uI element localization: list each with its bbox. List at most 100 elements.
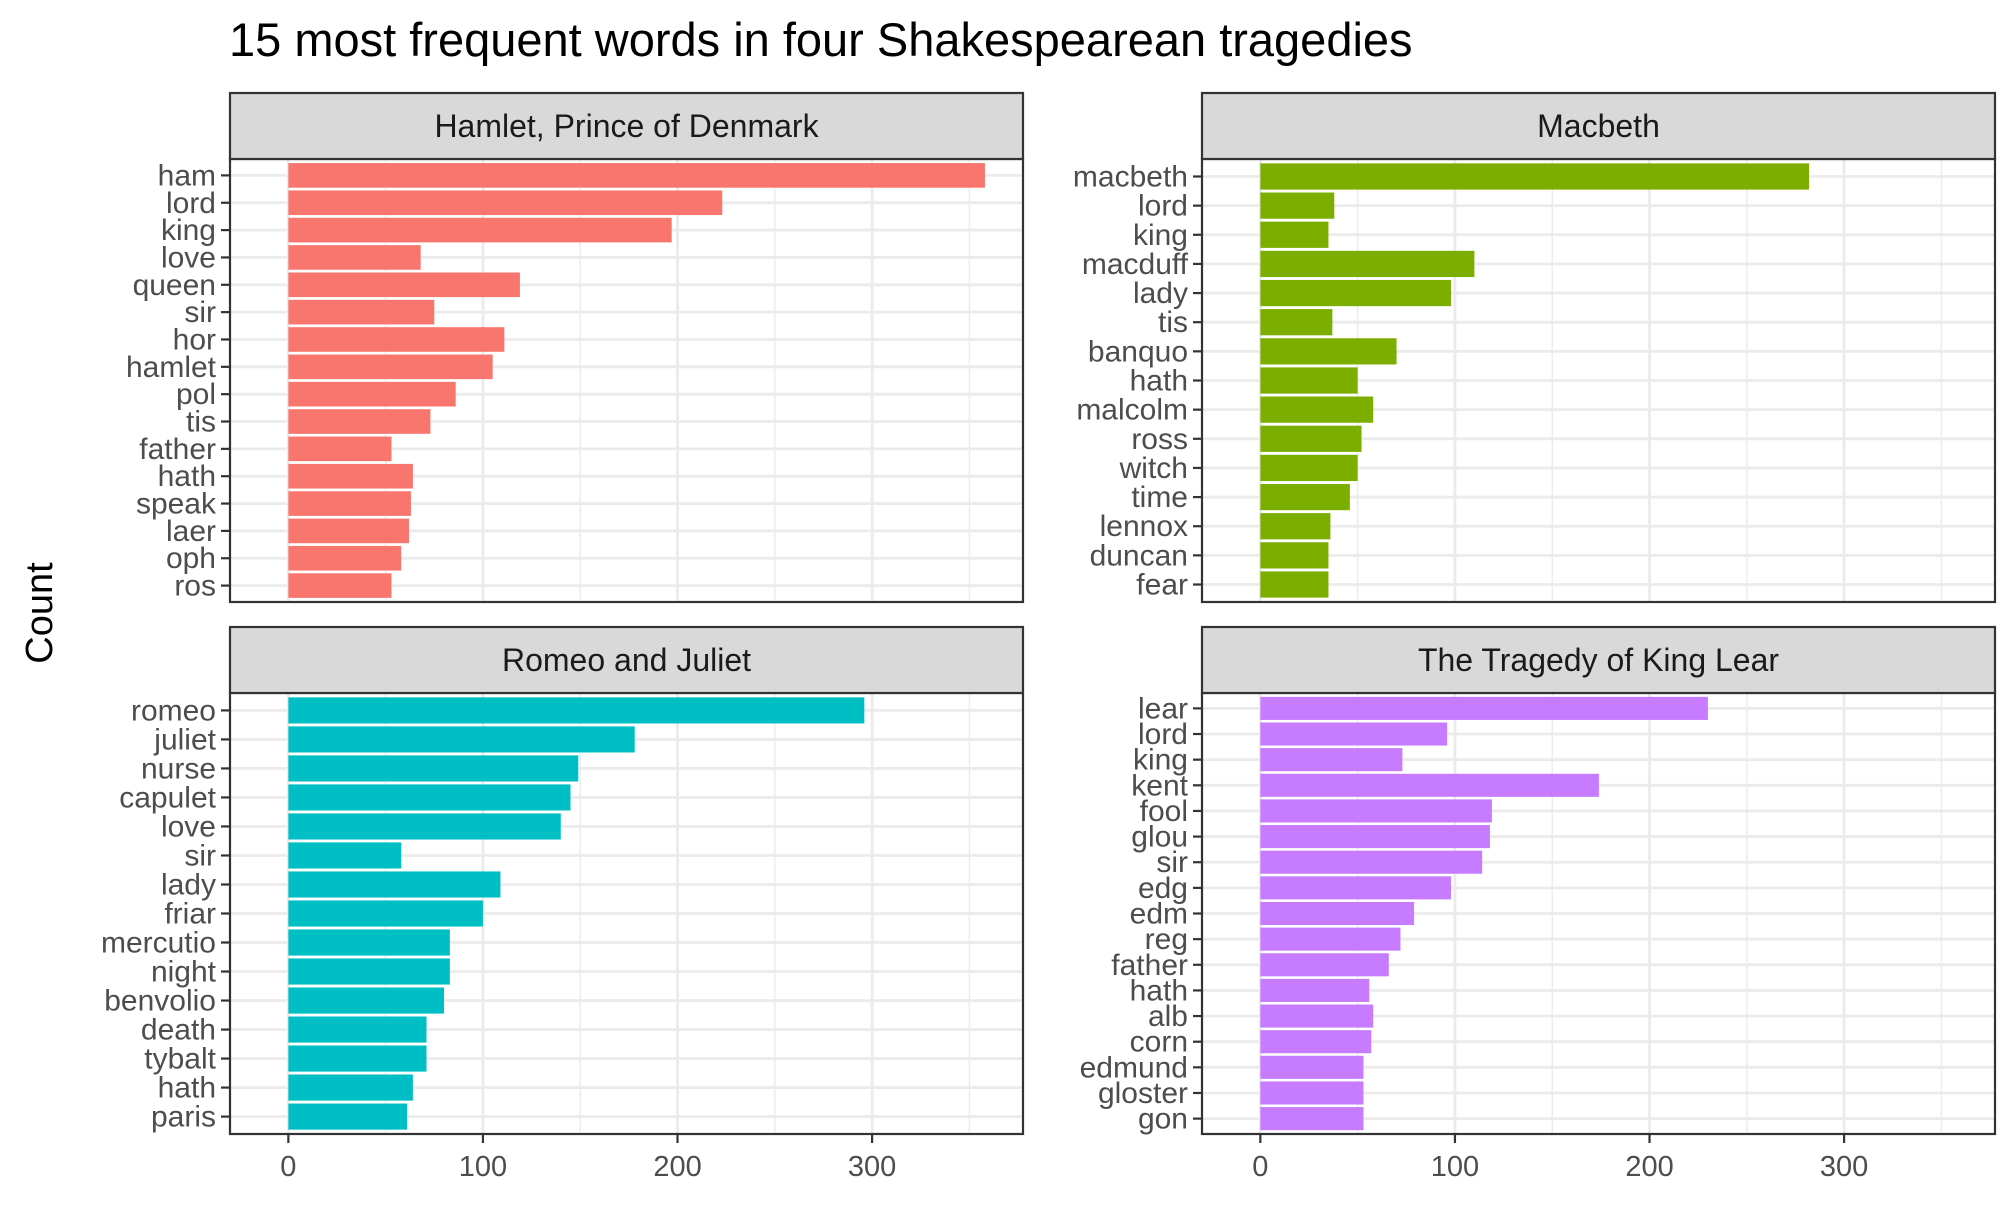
bar-macbeth-malcolm: [1260, 396, 1374, 423]
y-tick-label-romeo-and-juliet-tybalt: tybalt: [144, 1043, 216, 1076]
y-tick-label-romeo-and-juliet-juliet: juliet: [153, 723, 216, 756]
bar-the-tragedy-of-king-lear-lord: [1260, 722, 1448, 746]
bar-the-tragedy-of-king-lear-reg: [1260, 927, 1401, 951]
y-tick-label-the-tragedy-of-king-lear-fool: fool: [1140, 795, 1188, 828]
bar-hamlet-prince-of-denmark-oph: [288, 545, 402, 571]
bar-the-tragedy-of-king-lear-gon: [1260, 1107, 1364, 1131]
bar-macbeth-king: [1260, 221, 1329, 248]
y-tick-label-macbeth-time: time: [1131, 481, 1188, 514]
bar-macbeth-time: [1260, 483, 1350, 511]
bar-romeo-and-juliet-tybalt: [288, 1045, 427, 1072]
bar-the-tragedy-of-king-lear-hath: [1260, 978, 1370, 1002]
y-tick-label-hamlet-prince-of-denmark-father: father: [139, 433, 216, 466]
y-tick-label-romeo-and-juliet-mercutio: mercutio: [101, 927, 216, 960]
x-tick-label-romeo-and-juliet-0: 0: [280, 1151, 296, 1183]
y-tick-label-hamlet-prince-of-denmark-pol: pol: [176, 378, 216, 411]
bar-the-tragedy-of-king-lear-father: [1260, 953, 1389, 977]
y-tick-label-the-tragedy-of-king-lear-lear: lear: [1138, 692, 1188, 725]
bar-macbeth-lennox: [1260, 513, 1331, 540]
x-tick-label-the-tragedy-of-king-lear-0: 0: [1252, 1151, 1268, 1183]
bar-hamlet-prince-of-denmark-father: [288, 436, 392, 462]
bar-hamlet-prince-of-denmark-speak: [288, 491, 411, 516]
facet-strip-romeo-and-juliet: [228, 625, 1025, 695]
y-tick-label-hamlet-prince-of-denmark-oph: oph: [166, 542, 216, 575]
bar-romeo-and-juliet-romeo: [288, 697, 865, 724]
y-tick-label-romeo-and-juliet-paris: paris: [151, 1101, 216, 1134]
bar-macbeth-fear: [1260, 571, 1329, 598]
bar-hamlet-prince-of-denmark-hamlet: [288, 354, 493, 380]
bar-romeo-and-juliet-paris: [288, 1103, 408, 1130]
facet-strip-hamlet-prince-of-denmark: [228, 91, 1025, 161]
y-tick-label-hamlet-prince-of-denmark-hamlet: hamlet: [126, 351, 217, 384]
bar-the-tragedy-of-king-lear-sir: [1260, 850, 1483, 874]
x-tick-label-the-tragedy-of-king-lear-200: 200: [1625, 1151, 1673, 1183]
bar-the-tragedy-of-king-lear-edm: [1260, 901, 1415, 926]
bar-macbeth-lord: [1260, 192, 1335, 219]
y-tick-label-the-tragedy-of-king-lear-father: father: [1111, 949, 1188, 982]
bar-romeo-and-juliet-friar: [288, 900, 483, 927]
y-tick-label-the-tragedy-of-king-lear-alb: alb: [1148, 1000, 1188, 1033]
bar-the-tragedy-of-king-lear-king: [1260, 748, 1403, 772]
bar-romeo-and-juliet-juliet: [288, 726, 635, 753]
y-tick-label-macbeth-lord: lord: [1138, 190, 1188, 223]
y-tick-label-romeo-and-juliet-death: death: [141, 1014, 216, 1047]
y-tick-label-the-tragedy-of-king-lear-edg: edg: [1138, 872, 1188, 905]
y-tick-label-romeo-and-juliet-benvolio: benvolio: [104, 985, 216, 1018]
y-tick-label-the-tragedy-of-king-lear-sir: sir: [1156, 846, 1188, 879]
y-tick-label-hamlet-prince-of-denmark-hath: hath: [158, 460, 216, 493]
bar-macbeth-ross: [1260, 425, 1362, 452]
bar-romeo-and-juliet-lady: [288, 871, 501, 898]
y-tick-label-macbeth-macduff: macduff: [1082, 248, 1189, 281]
bar-the-tragedy-of-king-lear-gloster: [1260, 1081, 1364, 1105]
y-tick-label-hamlet-prince-of-denmark-laer: laer: [166, 515, 216, 548]
bar-romeo-and-juliet-night: [288, 958, 450, 985]
bar-romeo-and-juliet-capulet: [288, 784, 571, 811]
y-tick-label-romeo-and-juliet-lady: lady: [161, 868, 216, 901]
bar-hamlet-prince-of-denmark-tis: [288, 409, 431, 434]
y-tick-label-macbeth-lady: lady: [1133, 277, 1188, 310]
y-tick-label-hamlet-prince-of-denmark-lord: lord: [166, 187, 216, 220]
facet-strip-label-hamlet-prince-of-denmark: Hamlet, Prince of Denmark: [434, 108, 819, 144]
facet-strip-label-the-tragedy-of-king-lear: The Tragedy of King Lear: [1418, 642, 1779, 678]
bar-hamlet-prince-of-denmark-ros: [288, 573, 392, 598]
y-tick-label-romeo-and-juliet-sir: sir: [184, 839, 216, 872]
bar-macbeth-duncan: [1260, 542, 1329, 569]
bar-hamlet-prince-of-denmark-sir: [288, 299, 435, 325]
y-tick-label-macbeth-fear: fear: [1136, 569, 1188, 602]
y-tick-label-romeo-and-juliet-love: love: [161, 810, 216, 843]
bar-hamlet-prince-of-denmark-lord: [288, 190, 723, 216]
y-axis-title: Count: [19, 562, 61, 664]
bar-macbeth-macbeth: [1260, 163, 1810, 190]
bar-romeo-and-juliet-mercutio: [288, 929, 450, 956]
y-tick-label-romeo-and-juliet-capulet: capulet: [119, 781, 216, 814]
bar-the-tragedy-of-king-lear-edmund: [1260, 1055, 1364, 1079]
y-tick-label-hamlet-prince-of-denmark-tis: tis: [186, 406, 216, 439]
bar-hamlet-prince-of-denmark-hor: [288, 327, 505, 352]
y-tick-label-macbeth-macbeth: macbeth: [1073, 160, 1188, 193]
bar-romeo-and-juliet-death: [288, 1016, 427, 1043]
bar-hamlet-prince-of-denmark-ham: [288, 163, 985, 188]
bar-the-tragedy-of-king-lear-edg: [1260, 876, 1452, 900]
y-tick-label-hamlet-prince-of-denmark-hor: hor: [173, 323, 216, 356]
y-tick-label-macbeth-witch: witch: [1119, 452, 1188, 485]
bar-the-tragedy-of-king-lear-fool: [1260, 799, 1492, 823]
y-tick-label-the-tragedy-of-king-lear-lord: lord: [1138, 718, 1188, 751]
bar-romeo-and-juliet-benvolio: [288, 987, 445, 1014]
bar-romeo-and-juliet-sir: [288, 842, 402, 869]
facet-strip-macbeth: [1200, 91, 1997, 161]
bar-macbeth-tis: [1260, 309, 1333, 336]
y-tick-label-hamlet-prince-of-denmark-ros: ros: [174, 570, 216, 603]
y-tick-label-romeo-and-juliet-nurse: nurse: [141, 752, 216, 785]
bar-the-tragedy-of-king-lear-lear: [1260, 696, 1708, 720]
x-tick-label-romeo-and-juliet-300: 300: [848, 1151, 896, 1183]
bar-macbeth-hath: [1260, 367, 1358, 394]
facet-strip-label-romeo-and-juliet: Romeo and Juliet: [502, 642, 751, 678]
bar-hamlet-prince-of-denmark-hath: [288, 463, 413, 489]
y-tick-label-hamlet-prince-of-denmark-queen: queen: [133, 269, 216, 302]
bar-hamlet-prince-of-denmark-queen: [288, 272, 520, 298]
bar-romeo-and-juliet-nurse: [288, 755, 579, 782]
y-tick-label-the-tragedy-of-king-lear-kent: kent: [1131, 769, 1188, 802]
y-tick-label-hamlet-prince-of-denmark-king: king: [161, 214, 216, 247]
bar-macbeth-banquo: [1260, 338, 1397, 365]
y-tick-label-the-tragedy-of-king-lear-hath: hath: [1130, 974, 1188, 1007]
